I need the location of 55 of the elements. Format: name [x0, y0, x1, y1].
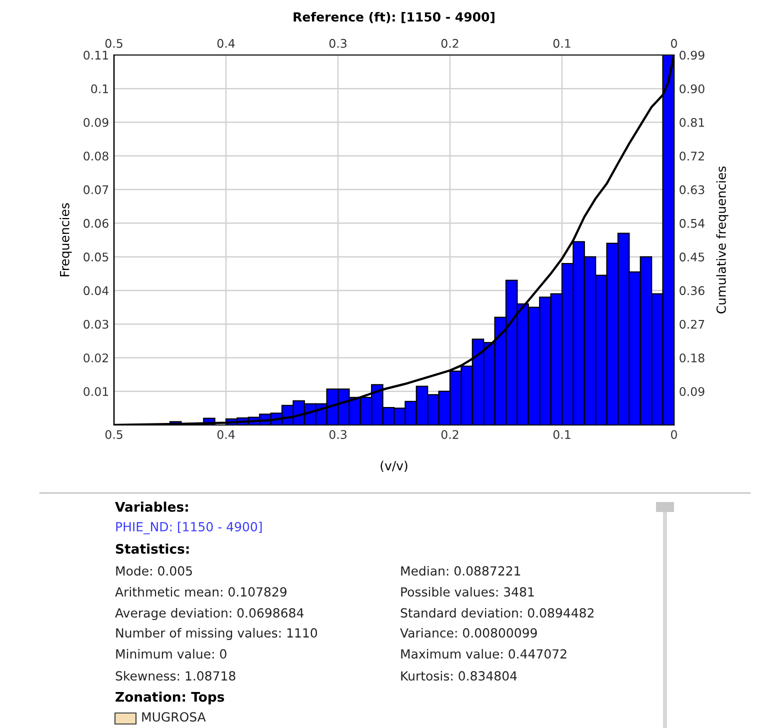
y-tick-label: 0.08 [84, 152, 108, 161]
y-tick-label: 0.02 [84, 353, 108, 362]
y2-tick-label: 0.99 [680, 50, 704, 60]
text: PHIE_ND: [1150 - 4900] [116, 522, 262, 534]
x-tick-label: 0 [671, 430, 677, 439]
text: Average deviation: 0.0698684 [115, 608, 304, 620]
text: Median: 0.0887221 [401, 566, 520, 576]
y2-tick-label: 0.90 [680, 84, 704, 94]
y2-tick-label: 0.09 [680, 387, 704, 396]
x-tick-label: 0.4 [217, 430, 235, 439]
x-tick-label: 0.3 [329, 430, 346, 439]
x-tick-label: 0.5 [105, 430, 122, 439]
y-tick-label: 0.04 [84, 286, 108, 296]
text: Statistics: [116, 544, 189, 554]
text: Arithmetic mean: 0.107829 [115, 586, 286, 597]
y-tick-label: 0.03 [84, 320, 108, 329]
text: Variance: 0.00800099 [400, 628, 537, 638]
y-tick-label: 0.11 [84, 50, 108, 60]
y-tick-label: 0.09 [84, 118, 108, 127]
x2-tick-label: 0.1 [553, 38, 570, 48]
text: Mode: 0.005 [116, 566, 192, 576]
text: Maximum value: 0.447072 [401, 648, 566, 659]
x-tick-label: 0.1 [553, 430, 570, 439]
x2-tick-label: 0.5 [105, 38, 122, 48]
text: Number of missing values: 1110 [116, 628, 318, 640]
x2-tick-label: 0.3 [329, 38, 346, 48]
y2-tick-label: 0.54 [680, 218, 704, 228]
x2-tick-label: 0.2 [441, 38, 458, 48]
y2-tick-label: 0.36 [680, 286, 704, 296]
x2-tick-label: 0 [671, 38, 677, 48]
y2-tick-label: 0.27 [680, 320, 704, 329]
y2-tick-label: 0.45 [680, 252, 704, 262]
y2-tick-label: 0.63 [680, 185, 704, 194]
text: Skewness: 1.08718 [116, 670, 236, 681]
text: Possible values: 3481 [401, 586, 534, 597]
y-tick-label: 0.07 [84, 185, 108, 194]
text: Zonation: Tops [116, 692, 224, 704]
x-tick-label: 0.2 [441, 430, 458, 439]
chart-title: Reference (ft): [1150 - 4900] [294, 12, 494, 24]
text: MUGROSA [142, 712, 206, 722]
y2-axis-title: Cumulative frequencies [716, 166, 728, 314]
y2-tick-label: 0.72 [680, 152, 704, 161]
y2-tick-label: 0.18 [680, 353, 704, 362]
y-tick-label: 0.01 [84, 387, 108, 396]
y-tick-label: 0.1 [91, 84, 108, 94]
y-tick-label: 0.06 [84, 218, 108, 228]
y2-tick-label: 0.81 [680, 118, 704, 127]
y-axis-title: Frequencies [60, 203, 72, 276]
text: Kurtosis: 0.834804 [401, 670, 517, 681]
y-tick-label: 0.05 [84, 252, 108, 262]
x2-tick-label: 0.4 [217, 38, 235, 48]
text: Variables: [115, 502, 188, 512]
text: Minimum value: 0 [116, 648, 226, 659]
text: Standard deviation: 0.0894482 [400, 608, 594, 618]
x-axis-title: (v/v) [380, 460, 408, 472]
